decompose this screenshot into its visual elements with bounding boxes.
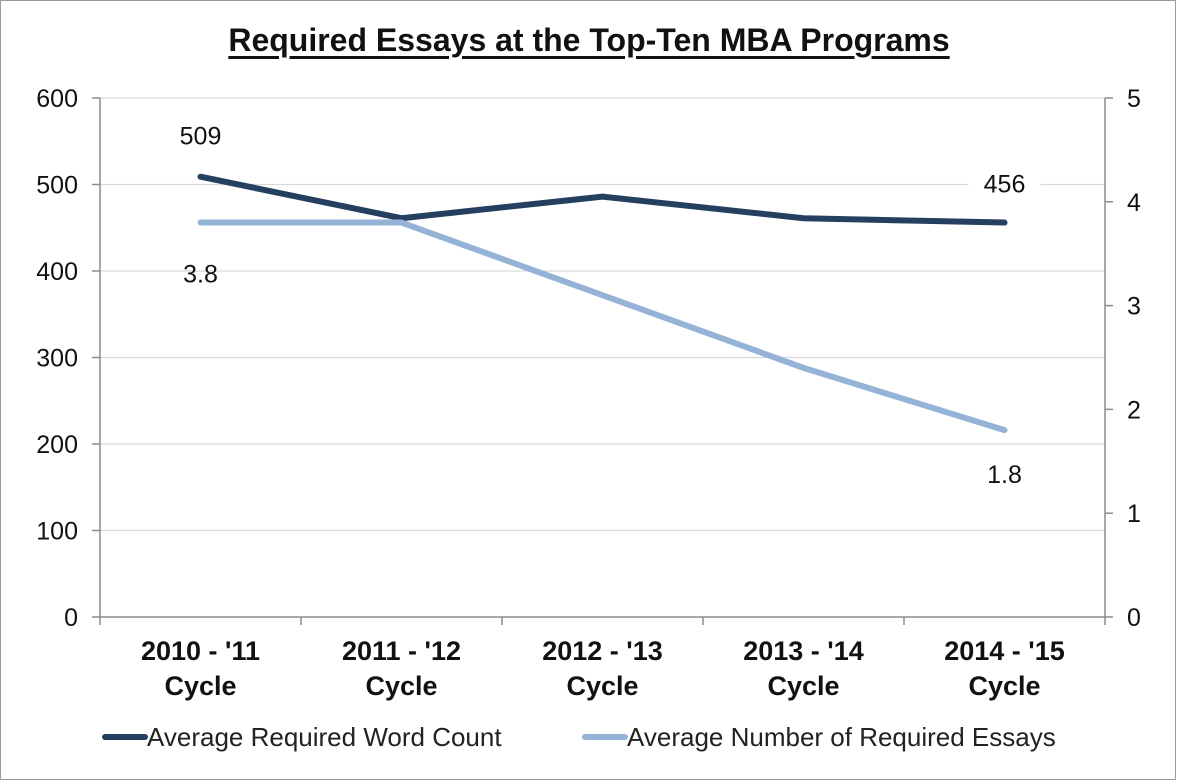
data-label: 456: [984, 171, 1026, 199]
series-line-2: [197, 219, 1008, 434]
x-category-label: 2014 - '15: [944, 636, 1065, 666]
x-category-label: Cycle: [365, 671, 437, 701]
chart-title: Required Essays at the Top-Ten MBA Progr…: [228, 22, 950, 58]
x-category-label: Cycle: [767, 671, 839, 701]
y-left-tick-label: 300: [36, 345, 78, 373]
y-left-tick-label: 400: [36, 258, 78, 286]
legend-label-2: Average Number of Required Essays: [627, 722, 1056, 752]
x-category-label: 2012 - '13: [542, 636, 663, 666]
x-category-label: 2013 - '14: [743, 636, 864, 666]
y-right-tick-label: 0: [1127, 604, 1141, 632]
x-category-label: 2010 - '11: [141, 636, 260, 666]
y-left-tick-label: 600: [36, 85, 78, 113]
data-label: 1.8: [987, 461, 1022, 489]
data-label-bg: [968, 168, 1041, 199]
x-category-label: Cycle: [968, 671, 1040, 701]
x-category-label: Cycle: [164, 671, 236, 701]
y-right-tick-label: 1: [1127, 500, 1141, 528]
y-left-tick-label: 100: [36, 518, 78, 546]
x-category-label: 2011 - '12: [342, 636, 461, 666]
y-left-tick-label: 500: [36, 172, 78, 200]
y-left-tick-label: 200: [36, 431, 78, 459]
y-right-tick-label: 3: [1127, 293, 1141, 321]
data-label: 3.8: [183, 261, 218, 289]
y-right-tick-label: 2: [1127, 396, 1141, 424]
data-label: 509: [180, 123, 222, 151]
series-line-1: [197, 173, 1008, 226]
legend-label-1: Average Required Word Count: [147, 722, 502, 752]
y-left-tick-label: 0: [64, 604, 78, 632]
x-category-label: Cycle: [566, 671, 638, 701]
y-right-tick-label: 4: [1127, 189, 1141, 217]
y-right-tick-label: 5: [1127, 85, 1141, 113]
